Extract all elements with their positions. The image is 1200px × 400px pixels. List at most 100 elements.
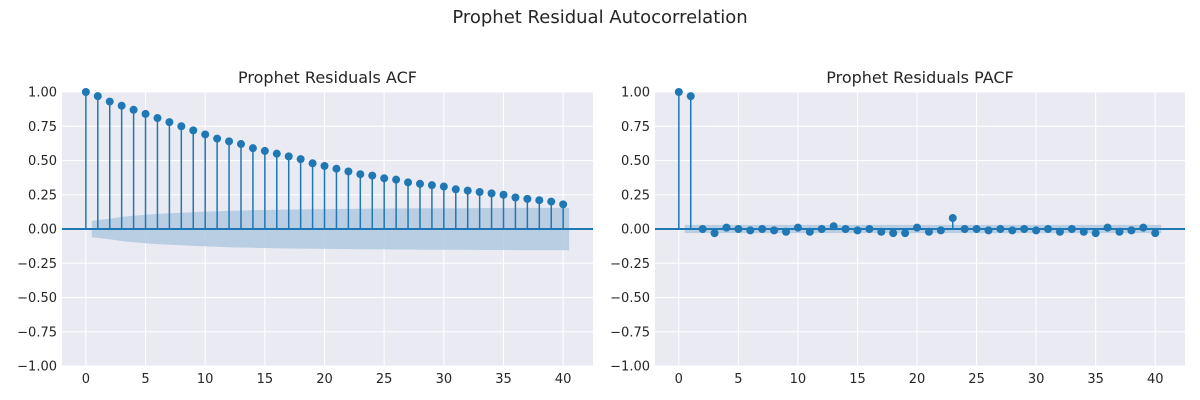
pacf-marker xyxy=(996,225,1005,233)
acf-marker xyxy=(308,159,317,168)
acf-marker xyxy=(427,181,436,190)
pacf-marker xyxy=(889,229,898,238)
acf-marker xyxy=(105,97,114,106)
pacf-marker xyxy=(710,229,719,238)
acf-x-tick-label: 15 xyxy=(257,372,274,387)
acf-marker xyxy=(404,178,413,187)
pacf-x-tick-label: 10 xyxy=(790,372,807,387)
acf-panel: 0 5 10 15 20 25 30 35 40 1.00 0.75 0.50 0.25 0.00 −0.2… xyxy=(17,68,593,387)
pacf-marker xyxy=(829,222,838,231)
acf-x-tick-label: 20 xyxy=(316,372,333,387)
acf-marker xyxy=(415,179,424,188)
pacf-y-tick-label: 1.00 xyxy=(621,86,650,101)
pacf-marker xyxy=(1032,226,1041,235)
pacf-marker xyxy=(960,225,969,233)
acf-marker xyxy=(296,155,305,164)
pacf-marker xyxy=(901,229,910,238)
acf-marker xyxy=(248,144,257,153)
acf-marker xyxy=(117,101,126,110)
acf-x-tick-label: 0 xyxy=(82,372,90,387)
acf-x-tick-label: 5 xyxy=(141,372,149,387)
acf-marker xyxy=(511,193,520,202)
acf-y-tick-label: −0.25 xyxy=(17,257,57,272)
pacf-marker xyxy=(1020,225,1029,233)
acf-x-tick-label: 25 xyxy=(376,372,393,387)
acf-marker xyxy=(368,171,377,180)
pacf-marker xyxy=(1067,225,1076,233)
pacf-marker xyxy=(1055,227,1064,236)
acf-marker xyxy=(165,118,174,127)
pacf-marker xyxy=(984,226,993,235)
pacf-marker xyxy=(817,225,826,233)
acf-y-tick-label: 0.00 xyxy=(28,223,57,238)
pacf-y-tick-label: 0.50 xyxy=(621,154,650,169)
pacf-y-tick-label: −1.00 xyxy=(610,360,650,375)
pacf-y-tick-label: 0.25 xyxy=(621,188,650,203)
pacf-panel: 0 5 10 15 20 25 30 35 40 1.00 0.75 0.50 0.25 0.00 −0.2… xyxy=(610,68,1185,387)
pacf-x-tick-label: 15 xyxy=(849,372,866,387)
pacf-y-tick-label: −0.50 xyxy=(610,291,650,306)
acf-marker xyxy=(392,175,401,184)
pacf-x-tick-label: 0 xyxy=(675,372,683,387)
pacf-y-tick-label: −0.75 xyxy=(610,325,650,340)
pacf-y-tick-label: 0.00 xyxy=(621,223,650,238)
pacf-chart-title: Prophet Residuals PACF xyxy=(826,68,1014,87)
acf-marker xyxy=(177,122,186,131)
pacf-marker xyxy=(972,225,981,233)
acf-marker xyxy=(201,130,210,139)
acf-marker xyxy=(499,190,508,199)
pacf-marker xyxy=(865,225,874,233)
acf-marker xyxy=(81,88,90,96)
acf-y-tick-label: −1.00 xyxy=(17,360,57,375)
acf-marker xyxy=(320,161,329,170)
acf-marker xyxy=(487,189,496,198)
acf-marker xyxy=(559,200,568,209)
pacf-marker xyxy=(1044,225,1053,233)
pacf-marker xyxy=(924,227,933,236)
acf-x-tick-label: 35 xyxy=(495,372,512,387)
acf-y-tick-label: −0.75 xyxy=(17,325,57,340)
acf-marker xyxy=(260,146,269,155)
pacf-marker xyxy=(793,223,802,232)
pacf-marker xyxy=(686,92,695,101)
acf-chart-title: Prophet Residuals ACF xyxy=(238,68,417,87)
pacf-x-tick-label: 35 xyxy=(1087,372,1104,387)
acf-marker xyxy=(153,114,162,123)
pacf-marker xyxy=(1115,227,1124,236)
pacf-x-tick-label: 5 xyxy=(734,372,742,387)
pacf-marker xyxy=(948,214,957,223)
acf-marker xyxy=(356,170,365,179)
pacf-marker xyxy=(1103,223,1112,232)
acf-x-tick-label: 10 xyxy=(197,372,214,387)
pacf-marker xyxy=(758,225,767,233)
pacf-y-tick-label: 0.75 xyxy=(621,120,650,135)
acf-marker xyxy=(225,137,234,146)
pacf-marker xyxy=(1008,226,1017,235)
pacf-marker xyxy=(841,225,850,233)
acf-x-tick-label: 40 xyxy=(555,372,572,387)
pacf-marker xyxy=(1127,226,1136,235)
acf-marker xyxy=(344,167,353,176)
acf-marker xyxy=(129,105,138,114)
acf-marker xyxy=(236,140,245,149)
pacf-marker xyxy=(770,226,779,235)
acf-y-tick-label: 1.00 xyxy=(28,86,57,101)
acf-y-tick-label: 0.50 xyxy=(28,154,57,169)
pacf-marker xyxy=(674,88,683,96)
acf-marker xyxy=(475,188,484,197)
pacf-marker xyxy=(1151,229,1160,238)
figure-title: Prophet Residual Autocorrelation xyxy=(452,7,747,28)
acf-marker xyxy=(535,196,544,205)
acf-marker xyxy=(272,149,281,158)
pacf-marker xyxy=(698,225,707,233)
acf-marker xyxy=(451,185,460,194)
pacf-marker xyxy=(1091,229,1100,238)
pacf-marker xyxy=(913,223,922,232)
acf-y-tick-label: 0.75 xyxy=(28,120,57,135)
pacf-marker xyxy=(782,227,791,236)
pacf-x-tick-label: 30 xyxy=(1028,372,1045,387)
pacf-x-tick-label: 25 xyxy=(968,372,985,387)
acf-marker xyxy=(141,109,150,118)
pacf-y-tick-label: −0.25 xyxy=(610,257,650,272)
